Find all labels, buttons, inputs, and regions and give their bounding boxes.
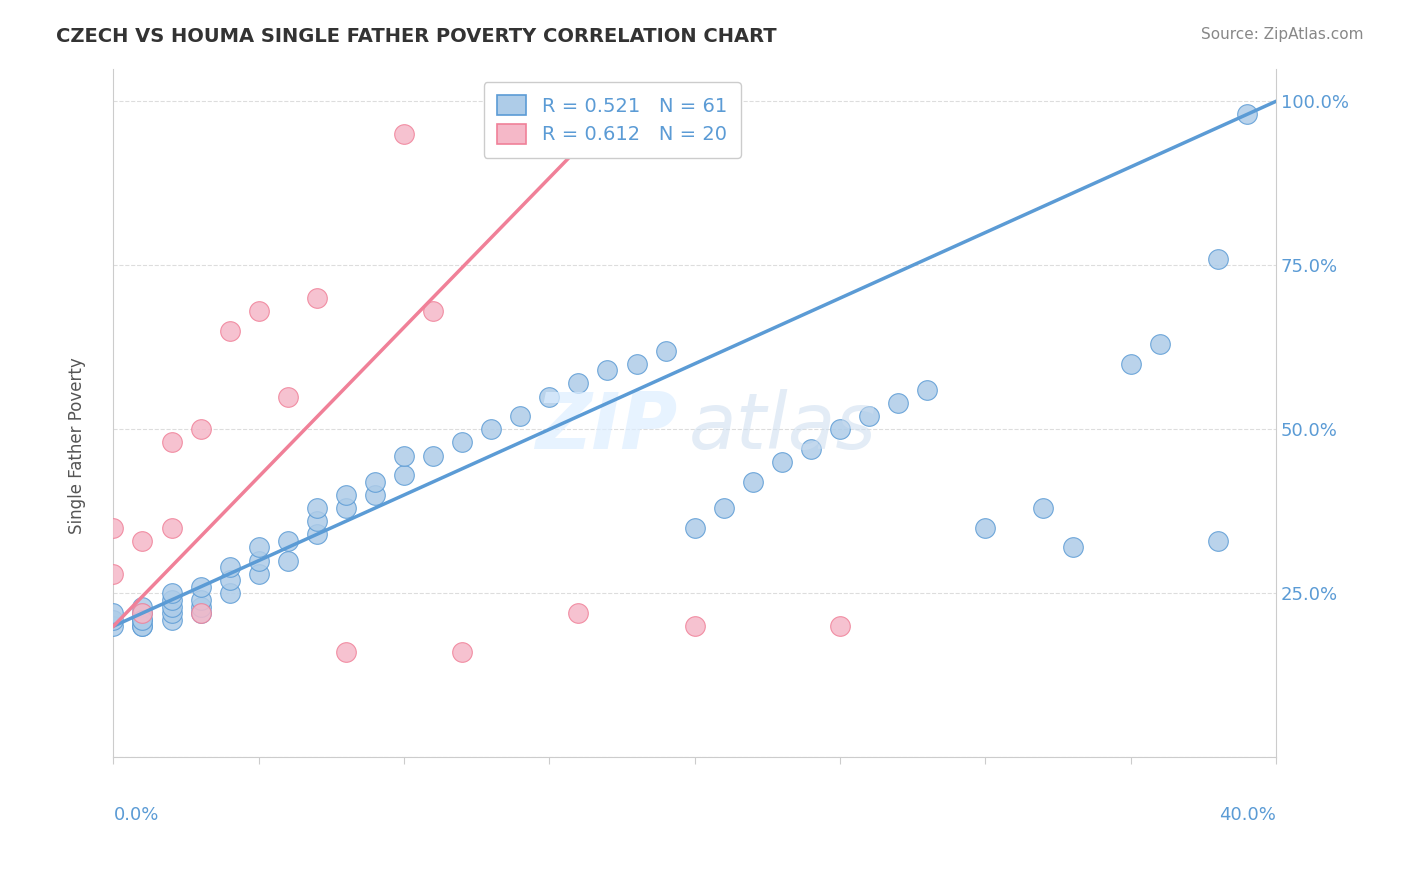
- Point: [828, 619, 851, 633]
- Point: [218, 324, 240, 338]
- Point: [131, 599, 153, 614]
- Text: Source: ZipAtlas.com: Source: ZipAtlas.com: [1201, 27, 1364, 42]
- Point: [509, 409, 531, 424]
- Point: [800, 442, 823, 456]
- Point: [160, 599, 183, 614]
- Point: [713, 501, 735, 516]
- Point: [567, 376, 589, 391]
- Point: [218, 586, 240, 600]
- Point: [131, 613, 153, 627]
- Text: ZIP: ZIP: [536, 389, 678, 465]
- Point: [974, 521, 997, 535]
- Point: [335, 501, 357, 516]
- Text: CZECH VS HOUMA SINGLE FATHER POVERTY CORRELATION CHART: CZECH VS HOUMA SINGLE FATHER POVERTY COR…: [56, 27, 778, 45]
- Point: [160, 613, 183, 627]
- Point: [392, 449, 415, 463]
- Text: Single Father Poverty: Single Father Poverty: [69, 358, 86, 534]
- Point: [247, 541, 270, 555]
- Point: [103, 619, 125, 633]
- Point: [305, 514, 328, 528]
- Point: [190, 580, 212, 594]
- Point: [858, 409, 880, 424]
- Point: [103, 521, 125, 535]
- Point: [103, 606, 125, 620]
- Point: [190, 599, 212, 614]
- Point: [131, 619, 153, 633]
- Point: [131, 606, 153, 620]
- Point: [683, 521, 706, 535]
- Point: [131, 619, 153, 633]
- Point: [277, 553, 299, 567]
- Point: [364, 475, 387, 489]
- Text: 0.0%: 0.0%: [114, 805, 159, 823]
- Text: 40.0%: 40.0%: [1219, 805, 1277, 823]
- Point: [190, 422, 212, 436]
- Point: [683, 619, 706, 633]
- Point: [1119, 357, 1142, 371]
- Point: [1206, 252, 1229, 266]
- Point: [247, 304, 270, 318]
- Point: [305, 291, 328, 305]
- Point: [770, 455, 793, 469]
- Point: [451, 435, 474, 450]
- Point: [654, 343, 676, 358]
- Text: atlas: atlas: [689, 389, 877, 465]
- Point: [392, 468, 415, 483]
- Point: [160, 521, 183, 535]
- Point: [538, 390, 561, 404]
- Point: [160, 606, 183, 620]
- Point: [305, 527, 328, 541]
- Point: [596, 363, 619, 377]
- Point: [567, 606, 589, 620]
- Point: [131, 533, 153, 548]
- Point: [422, 449, 444, 463]
- Point: [160, 435, 183, 450]
- Point: [887, 396, 910, 410]
- Point: [1149, 337, 1171, 351]
- Point: [218, 560, 240, 574]
- Point: [626, 357, 648, 371]
- Point: [190, 593, 212, 607]
- Point: [741, 475, 763, 489]
- Point: [305, 501, 328, 516]
- Point: [828, 422, 851, 436]
- Point: [915, 383, 938, 397]
- Point: [160, 593, 183, 607]
- Point: [1062, 541, 1084, 555]
- Point: [1236, 107, 1258, 121]
- Point: [1032, 501, 1054, 516]
- Point: [509, 127, 531, 141]
- Point: [451, 645, 474, 659]
- Point: [1206, 533, 1229, 548]
- Point: [103, 613, 125, 627]
- Point: [277, 533, 299, 548]
- Point: [218, 574, 240, 588]
- Point: [335, 645, 357, 659]
- Point: [479, 422, 502, 436]
- Point: [247, 566, 270, 581]
- Point: [364, 488, 387, 502]
- Point: [190, 606, 212, 620]
- Legend: R = 0.521   N = 61, R = 0.612   N = 20: R = 0.521 N = 61, R = 0.612 N = 20: [484, 82, 741, 158]
- Point: [335, 488, 357, 502]
- Point: [422, 304, 444, 318]
- Point: [103, 566, 125, 581]
- Point: [277, 390, 299, 404]
- Point: [190, 606, 212, 620]
- Point: [160, 586, 183, 600]
- Point: [131, 606, 153, 620]
- Point: [131, 613, 153, 627]
- Point: [247, 553, 270, 567]
- Point: [392, 127, 415, 141]
